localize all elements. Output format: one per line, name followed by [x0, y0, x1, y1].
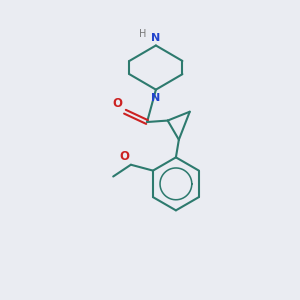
Text: O: O [112, 97, 123, 110]
Text: H: H [139, 29, 146, 39]
Text: N: N [151, 93, 160, 103]
Text: N: N [151, 32, 160, 43]
Text: O: O [119, 150, 129, 163]
